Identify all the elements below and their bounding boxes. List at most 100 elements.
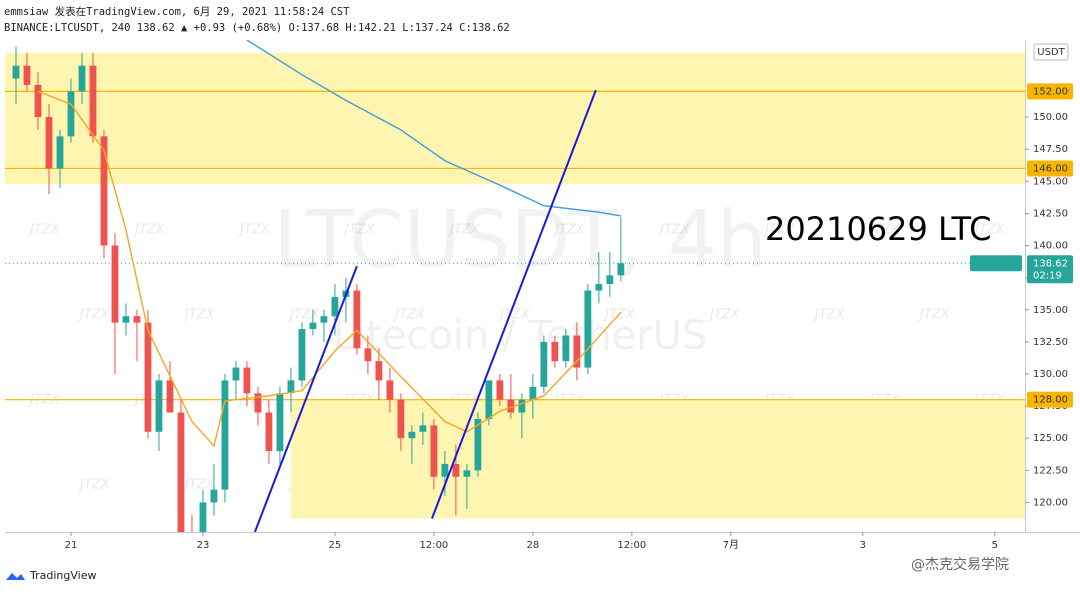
candle-body (298, 329, 306, 381)
candle-body (540, 341, 548, 387)
candle-body (12, 65, 20, 79)
header-line: BINANCE:LTCUSDT, 240 138.62 ▲ +0.93 (+0.… (4, 22, 510, 34)
candle-body (221, 380, 229, 490)
watermark: LTCUSDT, 4h (273, 195, 766, 285)
candle-body (144, 322, 152, 432)
y-tick-label: 150.00 (1033, 112, 1068, 123)
x-tick-label: 25 (329, 540, 342, 551)
candle-body (276, 393, 284, 452)
y-tick-label: 130.00 (1033, 369, 1068, 380)
stamp: JTZX (447, 223, 481, 238)
candle-body (67, 91, 75, 137)
stamp: JTZX (917, 308, 951, 323)
y-tick-label: 135.00 (1033, 305, 1068, 316)
candle-body (287, 380, 295, 394)
annotation: 20210629 LTC (765, 210, 991, 248)
moving-average (246, 40, 621, 217)
stamp: JTZX (342, 223, 376, 238)
x-tick-label: 23 (197, 540, 210, 551)
brand-logo (6, 573, 25, 580)
candle-body (265, 412, 273, 452)
candle-body (518, 399, 526, 413)
candle-body (23, 65, 31, 85)
candle-body (254, 393, 262, 413)
candle-body (243, 367, 251, 394)
stamp: JTZX (77, 308, 111, 323)
stamp: JTZX (77, 478, 111, 493)
candle-body (551, 341, 559, 362)
candle-body (177, 412, 185, 532)
last-price-tag (1027, 255, 1073, 284)
moving-average (37, 90, 622, 448)
stamp: JTZX (287, 308, 321, 323)
candle-body (166, 380, 174, 413)
last-price-label: 138.62 (1033, 258, 1068, 269)
candle-body (56, 136, 64, 169)
candle-body (507, 399, 515, 413)
stamp: JTZX (867, 223, 901, 238)
level-label: 152.00 (1033, 86, 1068, 97)
y-tick-label: 142.50 (1033, 208, 1068, 219)
stamp: JTZX (812, 308, 846, 323)
zone (5, 52, 1025, 184)
candle-body (122, 316, 130, 323)
level-tag (1027, 391, 1073, 408)
candle-body (34, 84, 42, 118)
candle-body (89, 65, 97, 137)
candle-body (573, 335, 581, 368)
candle-body (606, 275, 614, 285)
candle-body (485, 380, 493, 419)
candle-body (452, 463, 460, 477)
candle-body (199, 502, 207, 532)
x-tick-label: 21 (65, 540, 78, 551)
header-line: emmsiaw 发表在TradingView.com, 6月 29, 2021 … (4, 5, 350, 18)
symbol-tag (970, 255, 1022, 272)
stamp: JTZX (657, 223, 691, 238)
candle-body (210, 489, 218, 503)
stamp: JTZX (972, 223, 1006, 238)
x-tick-label: 28 (527, 540, 540, 551)
candle-body (331, 296, 339, 317)
candle-body (529, 386, 537, 400)
candle-body (463, 470, 471, 477)
footer (0, 560, 1080, 600)
y-tick-label: 122.50 (1033, 465, 1068, 476)
candle-body (232, 367, 240, 381)
candle-body (320, 316, 328, 323)
countdown: 02:19 (1033, 270, 1062, 281)
watermark: Litecoin / TetherUS (333, 313, 708, 359)
stamp: JTZX (707, 308, 741, 323)
trend-line (431, 89, 597, 519)
y-tick-label: 147.50 (1033, 144, 1068, 155)
candle-body (441, 463, 449, 477)
y-tick-label: 125.00 (1033, 433, 1068, 444)
y-tick-label: 120.00 (1033, 497, 1068, 508)
candle-body (386, 380, 394, 400)
candle-body (111, 245, 119, 323)
trend-line (253, 265, 358, 532)
candle-body (617, 263, 625, 276)
stamp: JTZX (182, 478, 216, 493)
candle-body (45, 117, 53, 169)
candle-body (419, 425, 427, 432)
brand: TradingView (29, 569, 96, 582)
stamp: JTZX (552, 223, 586, 238)
zone (290, 399, 1025, 519)
y-tick-label: 145.00 (1033, 176, 1068, 187)
candle-body (155, 380, 163, 432)
candle-body (133, 316, 141, 323)
stamp: JTZX (182, 308, 216, 323)
level-tag (1027, 83, 1073, 100)
level-tag (1027, 160, 1073, 177)
candle-body (78, 65, 86, 92)
candle-body (474, 418, 482, 471)
stamp: JTZX (27, 223, 61, 238)
candle-body (430, 425, 438, 477)
candle-body (364, 348, 372, 362)
stamp: JTZX (497, 308, 531, 323)
currency-box[interactable] (1033, 43, 1069, 61)
stamp: JTZX (132, 223, 166, 238)
axes: 120.00122.50125.00127.50130.00132.50135.… (65, 83, 1073, 551)
